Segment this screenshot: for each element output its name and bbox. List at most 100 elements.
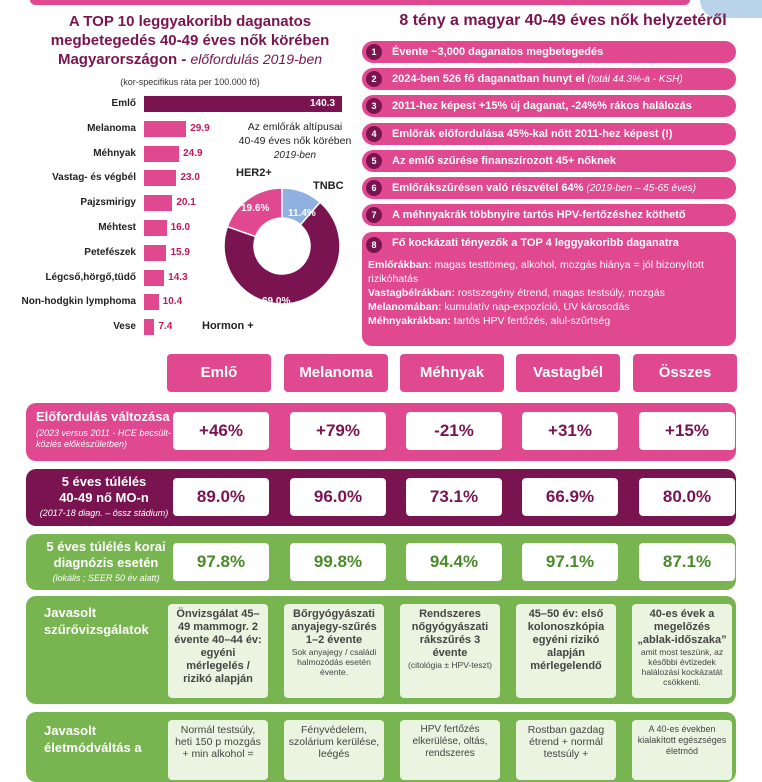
fact-number: 2 — [366, 71, 382, 87]
bar-mark — [144, 294, 159, 311]
fact-number: 5 — [366, 153, 382, 169]
fact-8-body: Emlőrákban: magas testtömeg, alkohol, mo… — [368, 258, 730, 328]
fact-text: Emlőrák előfordulása 45%-kal nőtt 2011-h… — [392, 128, 673, 140]
row-early-survival-label: 5 éves túlélés korai diagnózis esetén (l… — [34, 539, 178, 584]
risk-label-melanoma: Melanomában: — [368, 301, 442, 313]
risk-label-colon: Vastagbélrákban: — [368, 287, 455, 299]
row-survival-label: 5 éves túlélés 40-49 nő MO-n (2017-18 di… — [30, 474, 178, 519]
bar-category-label: Emlő — [111, 98, 136, 109]
screening-text: Rendszeres nőgyógyászati rákszűrés 3 éve… — [411, 608, 489, 659]
bar-category-label: Non-hodgkin lymphoma — [21, 296, 136, 308]
donut-title-line1: Az emlőrák altípusai — [247, 121, 343, 133]
fact-2: 2 2024-ben 526 fő daganatban hunyt el (to… — [362, 68, 736, 90]
column-header-mehnyak: Méhnyak — [400, 354, 504, 392]
row-screening-title-1: Javasolt — [44, 605, 97, 620]
screening-text: 45–50 év: első kolonoszkópia egyéni rizi… — [527, 608, 605, 672]
bar-mark — [144, 244, 167, 261]
donut-value-her2: 19.6% — [241, 203, 270, 214]
donut-chart — [223, 187, 341, 305]
fact-text: Évente ~3,000 daganatos megbetegedés — [392, 46, 604, 58]
fact-number: 8 — [366, 237, 382, 253]
row-early-title-1: 5 éves túlélés korai — [46, 539, 166, 554]
chart-title: A TOP 10 leggyakoribb daganatos megbeteg… — [40, 12, 340, 69]
donut-value-hormon: 69.0% — [262, 296, 291, 307]
risk-text-colon: rostszegény étrend, magas testsúly, mozg… — [454, 287, 665, 299]
fact-source: (2019-ben – 45-65 éves) — [586, 183, 696, 194]
bar-mark — [144, 145, 180, 162]
value-cell: 80.0% — [639, 478, 735, 516]
bar-category-label: Melanoma — [87, 122, 136, 134]
screening-note: (citológia ± HPV-teszt) — [407, 660, 493, 670]
bar-category-label: Méhtest — [98, 222, 136, 233]
fact-5: 5 Az emlő szűrése finanszírozott 45+ nőkn… — [362, 150, 736, 172]
bar-value-label: 23.0 — [180, 172, 200, 184]
donut-title-line2: 40-49 éves nők körében — [238, 135, 352, 147]
value-cell: 99.8% — [290, 543, 386, 581]
value-cell: 94.4% — [406, 543, 502, 581]
bar-category-label: Méhnyak — [93, 147, 136, 159]
fact-number: 4 — [366, 126, 382, 142]
fact-6: 6 Emlőrákszűrésen való részvétel 64% (201… — [362, 177, 736, 199]
row-survival-source: (2017-18 diagn. – össz stádium) — [39, 508, 169, 518]
bar-mark — [144, 170, 177, 187]
fact-number: 6 — [366, 180, 382, 196]
value-cell: +31% — [522, 412, 618, 450]
screening-cell-melanoma: Bőrgyógyászati anyajegy-szűrés 1–2 évent… — [284, 604, 384, 698]
risk-label-cervix: Méhnyakrákban: — [368, 315, 451, 327]
row-incidence-source: (2023 versus 2011 - HCE becsült-közlés e… — [36, 428, 171, 449]
donut-value-tnbc: 11.4% — [288, 208, 316, 219]
risk-text-melanoma: kumulatív nap-expozíció, UV károsodás — [441, 301, 630, 313]
bar-value-label: 7.4 — [158, 321, 173, 333]
bar-value-label: 16.0 — [170, 222, 191, 233]
value-cell: 89.0% — [173, 478, 269, 516]
value-cell: 87.1% — [639, 543, 735, 581]
fact-7: 7 A méhnyakrák többnyire tartós HPV-fertő… — [362, 204, 736, 226]
fact-number: 7 — [366, 207, 382, 223]
bar-mark — [144, 96, 342, 112]
column-header-emlo: Emlő — [167, 354, 271, 392]
screening-text: Önvizsgálat 45–49 mammogr. 2 évente 40–4… — [174, 608, 262, 685]
risk-text-breast: magas testtömeg, alkohol, mozgás hiánya … — [368, 259, 704, 285]
row-incidence-title: Előfordulás változása — [36, 409, 170, 424]
screening-text: 40-es évek a megelőzés „ablak-időszaka” — [637, 608, 727, 646]
fact-source: (totál 44.3%-a - KSH) — [587, 74, 683, 85]
value-cell: +46% — [173, 412, 269, 450]
donut-slice — [223, 201, 341, 305]
fact-text: 2024-ben 526 fő daganatban hunyt el — [392, 73, 585, 85]
row-lifestyle-label: Javasolt életmódváltás a — [44, 722, 142, 756]
column-header-melanoma: Melanoma — [284, 354, 388, 392]
fact-text: A méhnyakrák többnyire tartós HPV-fertőz… — [392, 209, 686, 221]
top-banner-edge — [30, 0, 690, 5]
screening-cell-emlo: Önvizsgálat 45–49 mammogr. 2 évente 40–4… — [168, 604, 268, 698]
chart-title-italic: előfordulás 2019-ben — [190, 51, 323, 67]
value-cell: +15% — [639, 412, 735, 450]
row-screening-label: Javasolt szűrővizsgálatok — [44, 604, 149, 638]
bar-mark — [144, 269, 165, 286]
column-header-osszes: Összes — [633, 354, 737, 392]
screening-note: amit most teszünk, az későbbi évtizedek … — [640, 647, 724, 687]
fact-text: Az emlő szűrése finanszírozott 45+ nőkne… — [392, 155, 617, 167]
bar-mark — [144, 120, 187, 137]
facts-title: 8 tény a magyar 40-49 éves nők helyzetér… — [399, 12, 727, 29]
fact-8-heading: Fő kockázati tényezők a TOP 4 leggyakori… — [392, 237, 679, 249]
bar-mark — [144, 220, 167, 236]
bar-value-label: 29.9 — [190, 122, 210, 134]
value-cell: 97.8% — [173, 543, 269, 581]
bar-category-label: Petefészek — [84, 246, 136, 258]
bar-mark — [144, 195, 173, 212]
fact-text: 2011-hez képest +15% új daganat, -24%% r… — [392, 100, 692, 112]
value-cell: 66.9% — [522, 478, 618, 516]
bar-value-label: 15.9 — [170, 246, 190, 258]
fact-4: 4 Emlőrák előfordulása 45%-kal nőtt 2011-… — [362, 123, 736, 145]
donut-label-her2: HER2+ — [236, 167, 272, 179]
value-cell: 97.1% — [522, 543, 618, 581]
bar-value-label: 24.9 — [183, 147, 203, 159]
screening-cell-vastagbel: 45–50 év: első kolonoszkópia egyéni rizi… — [516, 604, 616, 698]
row-lifestyle-title-2: életmódváltás a — [44, 740, 142, 755]
fact-1: 1 Évente ~3,000 daganatos megbetegedés — [362, 41, 736, 63]
column-header-vastagbel: Vastagbél — [516, 354, 620, 392]
donut-title: Az emlőrák altípusai 40-49 éves nők köré… — [226, 120, 364, 163]
value-cell: 96.0% — [290, 478, 386, 516]
screening-cell-mehnyak: Rendszeres nőgyógyászati rákszűrés 3 éve… — [400, 604, 500, 698]
screening-cell-osszes: 40-es évek a megelőzés „ablak-időszaka” a… — [632, 604, 732, 698]
